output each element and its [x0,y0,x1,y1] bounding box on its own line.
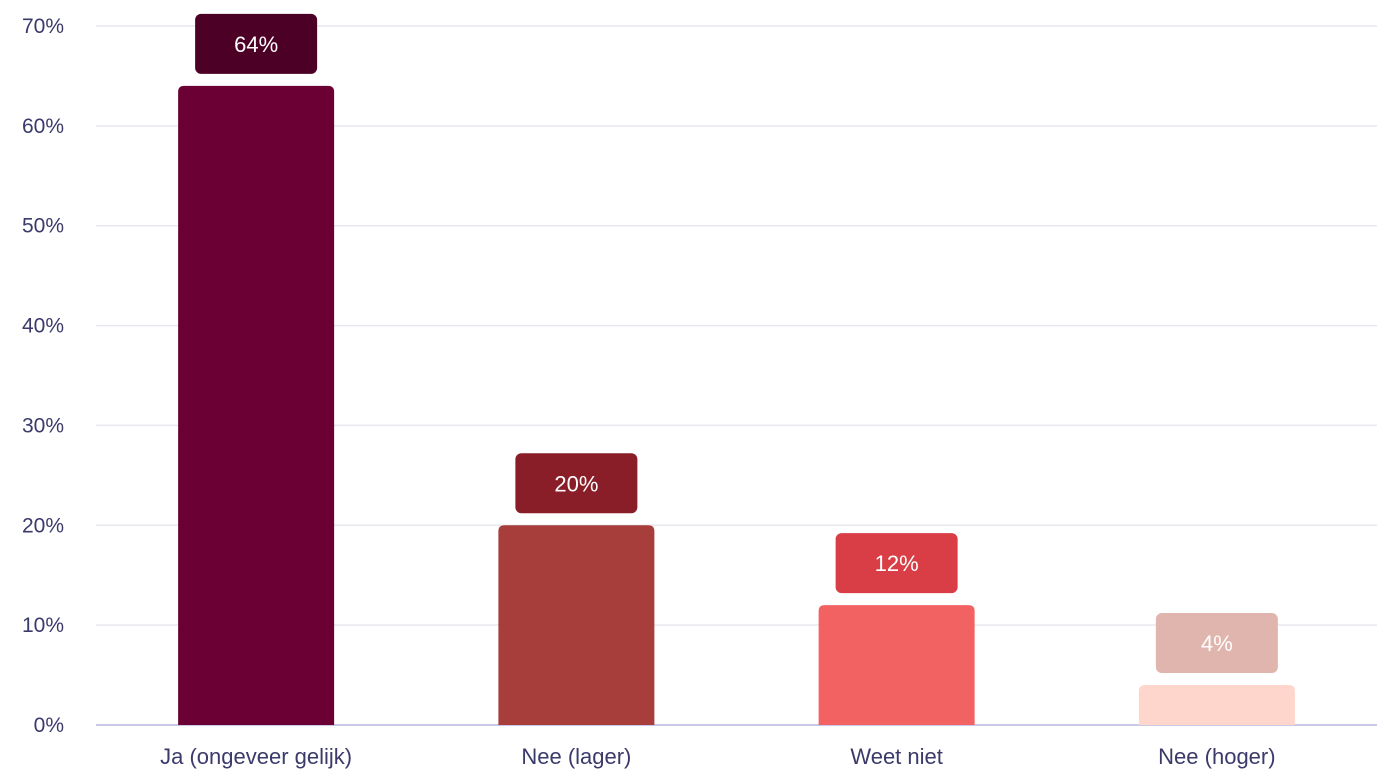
bar [818,605,975,725]
data-label-box [835,533,958,594]
y-tick-label: 70% [22,15,64,38]
x-tick-label: Nee (lager) [521,744,631,769]
x-tick-label: Ja (ongeveer gelijk) [160,744,352,769]
x-axis: Ja (ongeveer gelijk) Nee (lager) Weet niet… [160,744,1275,769]
data-label: 12% [875,551,919,576]
data-label-box [195,13,318,74]
bar [178,85,335,725]
y-tick-label: 60% [22,115,64,138]
y-tick-label: 20% [22,514,64,537]
bar [498,525,655,725]
data-labels: 64% 20% 12% 4% [195,13,1278,674]
y-tick-label: 10% [22,614,64,637]
data-label-box [515,453,638,514]
x-tick-label: Nee (hoger) [1158,744,1275,769]
data-label: 20% [554,471,598,496]
data-label: 64% [234,32,278,57]
bar [1138,685,1295,725]
data-label-box [1155,613,1278,674]
y-tick-label: 0% [34,714,64,737]
bars [178,85,1295,725]
y-tick-label: 50% [22,215,64,238]
data-label: 4% [1201,631,1233,656]
y-tick-label: 30% [22,414,64,437]
y-tick-label: 40% [22,315,64,338]
x-tick-label: Weet niet [850,744,943,769]
